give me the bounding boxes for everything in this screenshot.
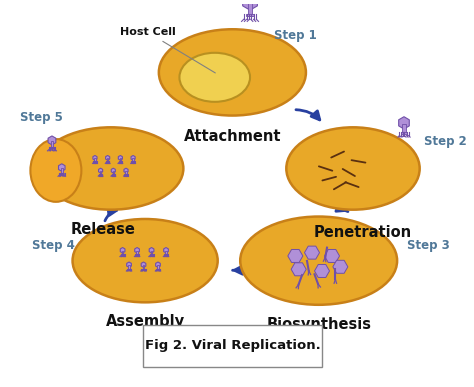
- Bar: [137, 251, 138, 255]
- Bar: [100, 174, 102, 175]
- Text: Penetration: Penetration: [314, 225, 412, 240]
- Text: Release: Release: [71, 222, 136, 237]
- Ellipse shape: [38, 127, 183, 210]
- Polygon shape: [164, 248, 168, 253]
- Text: Step 1: Step 1: [273, 29, 316, 42]
- Polygon shape: [124, 168, 128, 173]
- Text: Step 4: Step 4: [32, 240, 75, 252]
- Text: Host Cell: Host Cell: [119, 27, 215, 73]
- Bar: [94, 161, 96, 162]
- Bar: [136, 254, 138, 255]
- Bar: [133, 158, 134, 162]
- Bar: [402, 124, 406, 133]
- Text: Step 2: Step 2: [424, 135, 466, 147]
- Text: Biosynthesis: Biosynthesis: [266, 317, 371, 332]
- Ellipse shape: [30, 139, 82, 202]
- Bar: [51, 141, 53, 148]
- Ellipse shape: [73, 219, 218, 302]
- Bar: [121, 254, 124, 255]
- Bar: [94, 158, 96, 162]
- Polygon shape: [288, 250, 303, 262]
- Polygon shape: [58, 164, 65, 171]
- Bar: [50, 147, 54, 148]
- Bar: [157, 265, 159, 269]
- Polygon shape: [315, 264, 329, 277]
- Bar: [107, 158, 108, 162]
- Bar: [119, 161, 121, 162]
- Bar: [112, 174, 115, 175]
- Ellipse shape: [240, 217, 397, 305]
- Text: Step 3: Step 3: [407, 240, 450, 252]
- Polygon shape: [243, 0, 257, 10]
- FancyBboxPatch shape: [143, 325, 322, 366]
- Text: Assembly: Assembly: [106, 314, 185, 329]
- Bar: [125, 174, 127, 175]
- Bar: [143, 265, 144, 269]
- Bar: [122, 251, 123, 255]
- Bar: [246, 14, 254, 17]
- Text: Fig 2. Viral Replication.: Fig 2. Viral Replication.: [145, 339, 320, 353]
- Bar: [60, 173, 64, 174]
- Polygon shape: [135, 248, 139, 253]
- Polygon shape: [333, 260, 348, 273]
- Polygon shape: [304, 246, 319, 259]
- Bar: [164, 254, 167, 255]
- Bar: [61, 168, 63, 174]
- Polygon shape: [93, 156, 97, 160]
- Text: Step 5: Step 5: [19, 111, 63, 124]
- Ellipse shape: [286, 127, 419, 210]
- Bar: [126, 171, 127, 175]
- Polygon shape: [127, 262, 131, 267]
- Bar: [107, 161, 109, 162]
- Polygon shape: [149, 248, 154, 253]
- Bar: [165, 251, 167, 255]
- Polygon shape: [141, 262, 146, 267]
- Polygon shape: [399, 117, 409, 129]
- Polygon shape: [291, 263, 306, 276]
- Bar: [248, 3, 252, 16]
- Bar: [132, 161, 134, 162]
- Polygon shape: [118, 156, 122, 160]
- Polygon shape: [155, 262, 160, 267]
- Ellipse shape: [180, 53, 250, 102]
- Polygon shape: [120, 248, 125, 253]
- Bar: [120, 158, 121, 162]
- Polygon shape: [99, 168, 103, 173]
- Bar: [128, 265, 130, 269]
- Bar: [113, 171, 114, 175]
- Polygon shape: [131, 156, 135, 160]
- Text: Attachment: Attachment: [183, 128, 281, 144]
- Ellipse shape: [159, 29, 306, 116]
- Polygon shape: [48, 136, 56, 145]
- Bar: [100, 171, 101, 175]
- Polygon shape: [106, 156, 109, 160]
- Bar: [150, 254, 153, 255]
- Polygon shape: [111, 168, 115, 173]
- Polygon shape: [325, 250, 339, 262]
- Bar: [151, 251, 152, 255]
- Bar: [401, 132, 407, 134]
